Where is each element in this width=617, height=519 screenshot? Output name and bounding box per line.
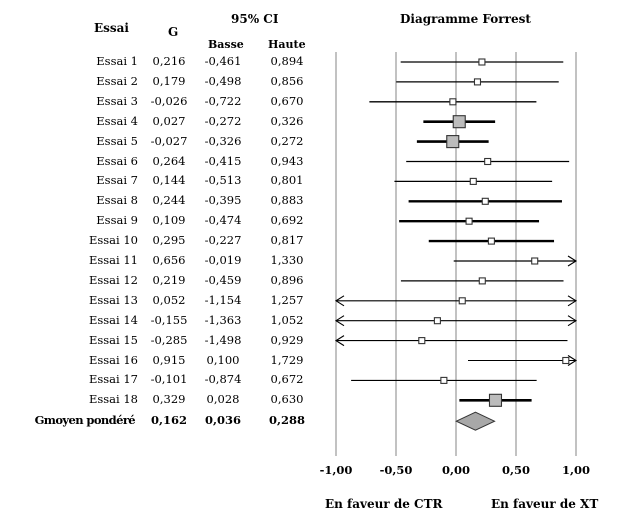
- x-tick-label: 0,00: [442, 463, 470, 477]
- point-estimate: [434, 318, 440, 324]
- point-estimate: [447, 136, 459, 148]
- point-estimate: [459, 298, 465, 304]
- point-estimate: [489, 394, 501, 406]
- point-estimate: [466, 218, 472, 224]
- point-estimate: [532, 258, 538, 264]
- left-direction-label: En faveur de CTR: [325, 497, 442, 511]
- summary-diamond: [456, 412, 494, 430]
- point-estimate: [450, 99, 456, 105]
- point-estimate: [479, 59, 485, 65]
- point-estimate: [485, 159, 491, 165]
- right-direction-label: En faveur de XT: [491, 497, 598, 511]
- point-estimate: [482, 198, 488, 204]
- point-estimate: [479, 278, 485, 284]
- point-estimate: [474, 79, 480, 85]
- point-estimate: [441, 377, 447, 383]
- point-estimate: [453, 116, 465, 128]
- x-tick-label: -0,50: [380, 463, 413, 477]
- x-tick-label: 1,00: [562, 463, 590, 477]
- point-estimate: [470, 178, 476, 184]
- x-tick-label: -1,00: [320, 463, 353, 477]
- x-tick-label: 0,50: [502, 463, 530, 477]
- point-estimate: [419, 338, 425, 344]
- point-estimate: [488, 238, 494, 244]
- point-estimate: [563, 358, 569, 364]
